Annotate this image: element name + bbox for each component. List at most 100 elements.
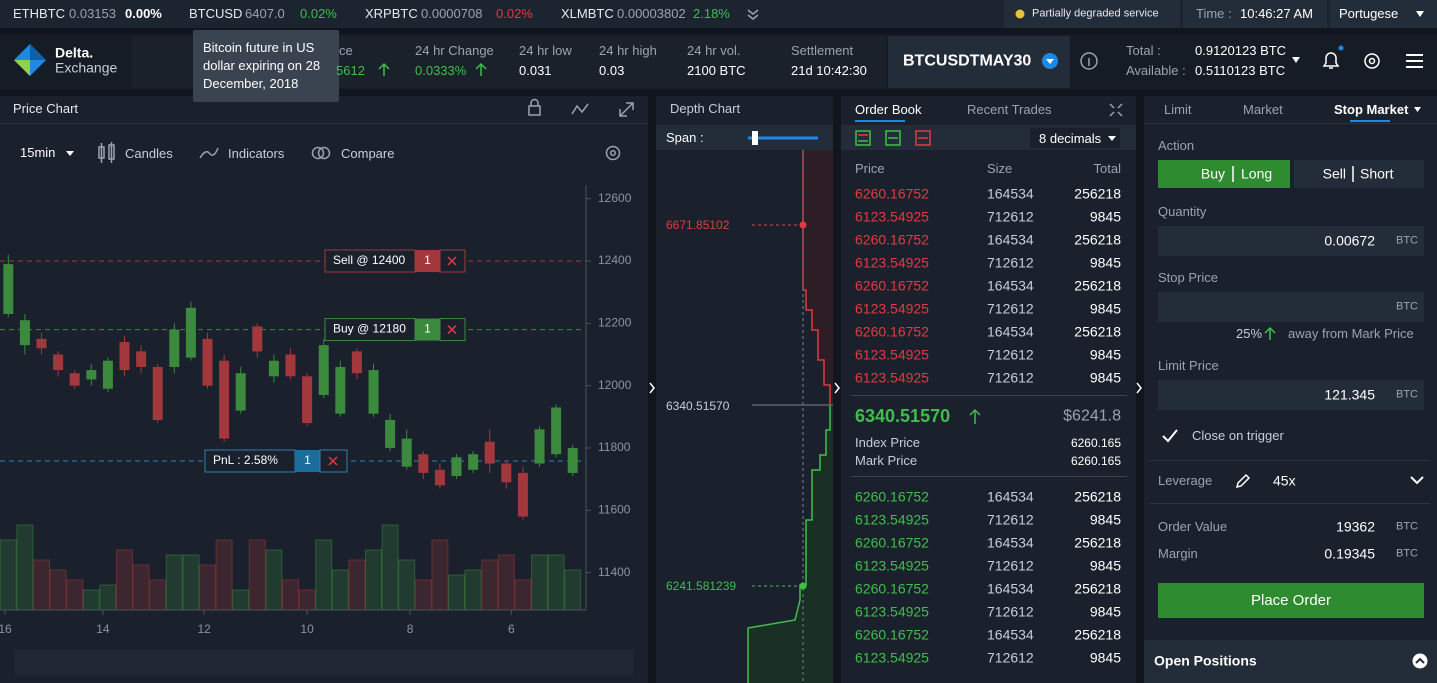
open-positions-bar[interactable] [1144, 640, 1437, 683]
long-label[interactable]: Long [1241, 165, 1273, 182]
tab[interactable]: Stop Market [1334, 102, 1409, 118]
interval-select[interactable]: 15min [20, 145, 56, 161]
volume-bar [82, 589, 100, 611]
stop-price-input[interactable] [1158, 292, 1424, 322]
column-header: Price [855, 161, 885, 177]
order-qty-box [415, 250, 440, 273]
caret[interactable] [1292, 57, 1300, 63]
decimals-select[interactable] [1030, 128, 1120, 148]
candle-body [136, 351, 147, 367]
away-text: away from Mark Price [1288, 326, 1414, 342]
candle-body [185, 307, 196, 358]
volume-bar [331, 569, 349, 611]
x-tick-label: 16 [0, 622, 12, 636]
chart-tool[interactable]: Indicators [228, 146, 285, 162]
checkbox-label[interactable]: Close on trigger [1192, 428, 1284, 444]
book-view-icon[interactable] [855, 130, 931, 146]
index-label: Index Price [855, 435, 921, 451]
expand-icon[interactable] [1109, 103, 1123, 117]
place-order-button[interactable] [1158, 583, 1424, 618]
leverage-expand[interactable] [1410, 476, 1424, 485]
indicators-icon[interactable] [199, 147, 219, 159]
ticker-symbol[interactable]: ETHBTC [13, 6, 65, 22]
caret[interactable] [1414, 107, 1421, 112]
candle-body [235, 373, 246, 411]
line-icon[interactable] [571, 103, 589, 115]
collapse-arrow[interactable] [834, 382, 840, 394]
caret[interactable] [66, 151, 74, 156]
size: 712612 [987, 649, 1034, 666]
last-price-usd: $6241.8 [1063, 407, 1121, 425]
edit-icon[interactable] [1235, 473, 1251, 489]
volume-bar [315, 539, 333, 611]
ask-price: 6260.16752 [855, 185, 929, 202]
divider [851, 476, 1127, 477]
volume-bar [215, 539, 233, 611]
volume-bar [398, 559, 416, 611]
bell-icon[interactable] [1322, 52, 1340, 69]
ticker-change: 0.02% [496, 6, 533, 22]
language-select[interactable]: Portugese [1339, 6, 1399, 22]
divider [0, 123, 648, 124]
volume-bar [365, 549, 383, 611]
order-label: Buy @ 12180 [333, 322, 406, 336]
info-icon[interactable] [1080, 52, 1098, 70]
buy-button[interactable] [1158, 160, 1290, 188]
scrollbar[interactable] [14, 650, 634, 675]
sell-button[interactable] [1294, 160, 1424, 188]
checkbox[interactable] [1162, 429, 1178, 443]
expand-icon[interactable] [619, 102, 634, 117]
tab[interactable]: Market [1243, 102, 1283, 118]
chart-tool[interactable]: Candles [125, 146, 173, 162]
contract-name[interactable]: BTCUSDTMAY30 [903, 52, 1032, 70]
tooltip [193, 30, 339, 102]
settings-icon[interactable] [605, 145, 621, 161]
collapse-arrow[interactable] [1136, 382, 1142, 394]
sell-label[interactable]: Sell [1322, 165, 1346, 182]
ticker-symbol[interactable]: XRPBTC [365, 6, 418, 22]
tab[interactable]: Order Book [855, 102, 922, 118]
bid-price: 6123.54925 [855, 603, 929, 620]
settings-icon[interactable] [1364, 53, 1380, 69]
caret[interactable] [1108, 136, 1116, 141]
decimals-label[interactable]: 8 decimals [1039, 131, 1102, 147]
size: 164534 [987, 323, 1034, 340]
contract-box[interactable] [888, 36, 1070, 88]
volume-bar [149, 579, 167, 611]
tab[interactable]: Recent Trades [967, 102, 1052, 118]
collapse-arrow[interactable] [649, 382, 655, 394]
volume-bar [497, 554, 515, 611]
tab[interactable]: Limit [1164, 102, 1192, 118]
quantity-input[interactable] [1158, 226, 1424, 256]
short-label[interactable]: Short [1360, 165, 1394, 182]
compare-icon[interactable] [311, 146, 325, 160]
candles-icon[interactable] [98, 142, 115, 163]
y-tick-label: 11600 [598, 502, 631, 516]
buy-label[interactable]: Buy [1200, 165, 1225, 182]
bid-price: 6260.16752 [855, 488, 929, 505]
ticker-expand[interactable] [747, 9, 759, 15]
limit-price-input[interactable] [1158, 380, 1424, 410]
total: 9845 [1089, 254, 1121, 271]
field-label: Quantity [1158, 204, 1207, 220]
stat-label: 24 hr vol. [687, 43, 741, 59]
candle-body [551, 407, 562, 455]
volume-bar [298, 589, 316, 611]
open-positions-label[interactable]: Open Positions [1154, 652, 1257, 669]
ticker-symbol[interactable]: XLMBTC [561, 6, 614, 22]
collapse-icon[interactable] [1412, 653, 1428, 669]
x-tick-label: 6 [508, 622, 515, 636]
place-order-label[interactable]: Place Order [1250, 592, 1332, 609]
divider [1150, 503, 1430, 504]
slider-thumb[interactable] [752, 131, 758, 145]
settings-icon [609, 149, 617, 157]
stat-label: 24 hr Change [415, 43, 494, 59]
menu-icon[interactable] [1406, 54, 1423, 68]
x-tick-label: 14 [96, 622, 110, 636]
ticker-symbol[interactable]: BTCUSD [189, 6, 243, 22]
settings-icon [1368, 57, 1376, 65]
lock-icon[interactable] [528, 105, 541, 116]
ticker-expand[interactable] [747, 14, 759, 20]
volume-bar [547, 554, 565, 611]
chart-tool[interactable]: Compare [341, 146, 395, 162]
